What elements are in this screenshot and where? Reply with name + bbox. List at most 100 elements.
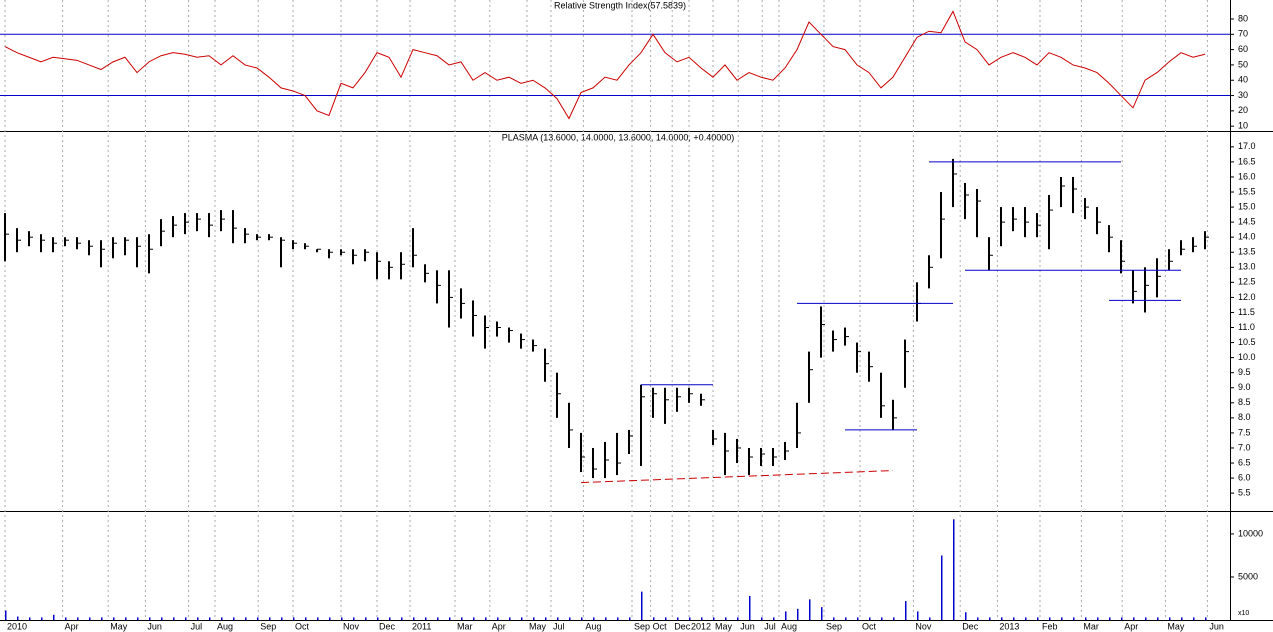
volume-bar xyxy=(581,617,583,620)
x-tick-label: Oct xyxy=(295,621,310,631)
volume-bar xyxy=(857,617,859,620)
y-tick-label: 16.5 xyxy=(1238,156,1256,166)
volume-bar xyxy=(197,617,199,620)
volume-bar xyxy=(1157,617,1159,620)
x-tick-label: Dec xyxy=(674,621,691,631)
volume-bar xyxy=(725,617,727,620)
y-tick-label: 10.5 xyxy=(1238,337,1256,347)
volume-bar xyxy=(293,617,295,620)
volume-bar xyxy=(1205,617,1207,620)
y-tick-label: 20 xyxy=(1238,105,1248,115)
y-tick-label: 5000 xyxy=(1238,571,1258,581)
volume-bar xyxy=(833,617,835,620)
volume-bar xyxy=(1073,617,1075,620)
volume-bar xyxy=(305,617,307,620)
volume-bar xyxy=(437,617,439,620)
x-tick-label: May xyxy=(110,621,128,631)
x-tick-label: Apr xyxy=(492,621,506,631)
x-tick-label: Dec xyxy=(962,621,979,631)
y-tick-label: 11.0 xyxy=(1238,322,1255,332)
volume-bar xyxy=(53,614,55,620)
y-tick-label: 70 xyxy=(1238,29,1248,39)
volume-bar xyxy=(1037,617,1039,620)
y-tick-label: 13.5 xyxy=(1238,247,1256,257)
x-tick-label: 2012 xyxy=(691,621,711,631)
x-tick-label: 2013 xyxy=(999,621,1019,631)
volume-bar xyxy=(749,595,751,620)
volume-bar xyxy=(173,617,175,620)
y-tick-label: 8.5 xyxy=(1238,397,1251,407)
y-tick-label: 50 xyxy=(1238,59,1248,69)
x-tick-label: Feb xyxy=(1042,621,1058,631)
volume-bar xyxy=(953,519,955,620)
volume-bar xyxy=(1181,617,1183,620)
trend-line xyxy=(580,470,894,484)
y-tick-label: 16.0 xyxy=(1238,171,1256,181)
volume-bar xyxy=(161,617,163,620)
volume-bar xyxy=(929,617,931,620)
volume-bar xyxy=(881,617,883,620)
y-tick-label: 7.0 xyxy=(1238,442,1251,452)
x-tick-label: Jul xyxy=(553,621,565,631)
y-tick-label: 10.0 xyxy=(1238,352,1256,362)
volume-bar xyxy=(545,617,547,620)
y-tick-label: 7.5 xyxy=(1238,427,1251,437)
x-tick-label: Mar xyxy=(1083,621,1099,631)
volume-bar xyxy=(389,617,391,620)
volume-bar xyxy=(1013,617,1015,620)
x-tick-label: Jun xyxy=(740,621,755,631)
volume-bar xyxy=(1025,617,1027,620)
y-tick-label: 11.5 xyxy=(1238,307,1255,317)
y-tick-label: 17.0 xyxy=(1238,141,1256,151)
volume-bar xyxy=(689,617,691,620)
y-tick-label: 10 xyxy=(1238,121,1248,131)
volume-bar xyxy=(557,617,559,620)
volume-bar xyxy=(329,617,331,620)
volume-bar xyxy=(1097,617,1099,620)
volume-bar xyxy=(869,617,871,620)
x-tick-label: Apr xyxy=(65,621,79,631)
volume-bar xyxy=(425,617,427,620)
x-tick-label: Mar xyxy=(457,621,473,631)
volume-bar xyxy=(941,555,943,620)
volume-bar xyxy=(221,617,223,620)
volume-bar xyxy=(641,591,643,620)
volume-bar xyxy=(209,617,211,620)
volume-bar xyxy=(1121,617,1123,620)
x-tick-label: 2010 xyxy=(7,621,27,631)
volume-bar xyxy=(677,617,679,620)
x-tick-label: Oct xyxy=(862,621,877,631)
volume-bar xyxy=(149,617,151,620)
volume-bar xyxy=(185,617,187,620)
x-tick-label: Jul xyxy=(764,621,776,631)
volume-bar xyxy=(965,612,967,620)
y-tick-label: 12.0 xyxy=(1238,292,1256,302)
x-tick-label: Aug xyxy=(217,621,233,631)
x-tick-label: Oct xyxy=(653,621,668,631)
y-tick-label: 40 xyxy=(1238,75,1248,85)
x-tick-label: Apr xyxy=(1124,621,1138,631)
y-tick-label: 15.5 xyxy=(1238,186,1256,196)
volume-bar xyxy=(617,617,619,620)
volume-bar xyxy=(1169,617,1171,620)
volume-bar xyxy=(113,617,115,620)
y-tick-label: 80 xyxy=(1238,13,1248,23)
volume-bar xyxy=(1061,617,1063,620)
volume-bar xyxy=(761,617,763,620)
x-tick-label: Aug xyxy=(781,621,797,631)
volume-bar xyxy=(353,617,355,620)
volume-bar xyxy=(317,617,319,620)
volume-bar xyxy=(1001,617,1003,620)
x-tick-label: Jul xyxy=(191,621,203,631)
y-tick-label: 8.0 xyxy=(1238,412,1251,422)
rsi-title: Relative Strength Index(57.5839) xyxy=(554,0,686,10)
rsi-line xyxy=(4,10,1206,120)
volume-bar xyxy=(737,617,739,620)
volume-bar xyxy=(593,617,595,620)
x-tick-label: Jun xyxy=(1209,621,1224,631)
volume-bar xyxy=(341,617,343,620)
volume-bar xyxy=(533,617,535,620)
volume-bar xyxy=(509,617,511,620)
y-tick-label: 13.0 xyxy=(1238,262,1256,272)
